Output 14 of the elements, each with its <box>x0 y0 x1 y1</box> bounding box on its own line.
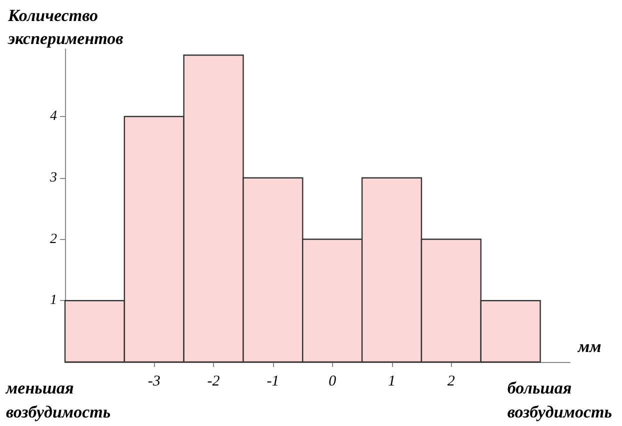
x-tick-label: -2 <box>207 374 220 390</box>
y-axis-title: Количество экспериментов <box>7 6 124 48</box>
y-tick-label: 4 <box>50 109 57 124</box>
y-tick-label: 3 <box>49 170 57 186</box>
x-tick-label: 0 <box>328 374 337 390</box>
x-tick-label: -1 <box>266 374 280 390</box>
y-tick-label: 1 <box>50 293 57 308</box>
text: большая возбудимость <box>507 378 612 422</box>
x-tick-label: 1 <box>388 374 396 390</box>
text: меньшая возбудимость <box>5 378 111 422</box>
x-tick-label: -3 <box>148 374 160 390</box>
y-tick-label: 2 <box>50 232 57 247</box>
x-axis-title: мм <box>577 337 602 356</box>
x-tick-label: 2 <box>447 374 456 390</box>
